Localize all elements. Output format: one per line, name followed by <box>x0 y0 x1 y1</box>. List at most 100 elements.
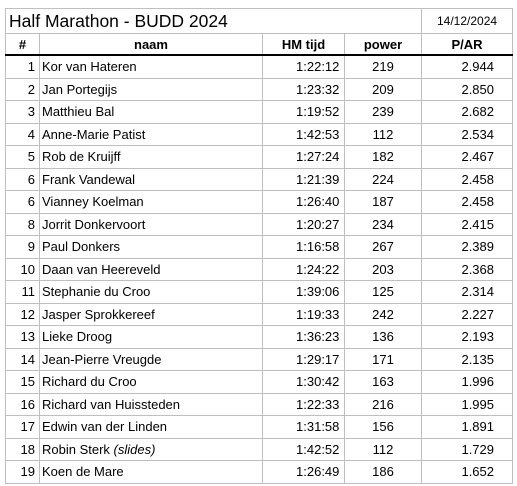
par-cell: 1.996 <box>421 370 514 394</box>
power-cell: 125 <box>344 280 423 304</box>
time-cell: 1:20:27 <box>262 212 346 236</box>
name-cell: Richard van Huissteden <box>38 392 264 416</box>
power-cell: 216 <box>344 392 423 416</box>
name-cell: Lieke Droog <box>38 325 264 349</box>
runner-name: Richard du Croo <box>42 374 137 390</box>
runner-name: Koen de Mare <box>42 464 124 480</box>
table-row: 6 Frank Vandewal 1:21:39 224 2.458 <box>5 167 514 191</box>
rank-cell: 1 <box>5 54 40 79</box>
runner-name: Jorrit Donkervoort <box>42 216 146 232</box>
empty-cell <box>262 8 345 34</box>
runner-name: Frank Vandewal <box>42 171 135 187</box>
par-cell: 2.944 <box>421 54 514 79</box>
par-cell: 2.458 <box>421 167 514 191</box>
table-row: 1 Kor van Hateren 1:22:12 219 2.944 <box>5 54 514 79</box>
power-cell: 267 <box>344 235 423 259</box>
par-cell: 2.534 <box>421 122 514 146</box>
runner-name: Jean-Pierre Vreugde <box>42 351 162 367</box>
runner-name: Vianney Koelman <box>42 194 144 210</box>
time-cell: 1:22:33 <box>262 392 346 416</box>
power-cell: 171 <box>344 347 423 371</box>
time-cell: 1:29:17 <box>262 347 346 371</box>
runner-name: Kor van Hateren <box>42 59 137 75</box>
par-cell: 2.227 <box>421 302 514 326</box>
power-cell: 234 <box>344 212 423 236</box>
time-cell: 1:27:24 <box>262 145 346 169</box>
power-cell: 203 <box>344 257 423 281</box>
name-cell: Daan van Heereveld <box>38 257 264 281</box>
rank-cell: 11 <box>5 280 40 304</box>
name-cell: Jean-Pierre Vreugde <box>38 347 264 371</box>
runner-name: Anne-Marie Patist <box>42 126 146 142</box>
par-cell: 2.682 <box>421 100 514 124</box>
power-cell: 156 <box>344 415 423 439</box>
rank-cell: 13 <box>5 325 40 349</box>
table-row: 5 Rob de Kruijff 1:27:24 182 2.467 <box>5 145 514 169</box>
time-cell: 1:26:40 <box>262 190 346 214</box>
runner-name: Edwin van der Linden <box>42 419 168 435</box>
par-cell: 1.652 <box>421 460 514 484</box>
sheet-title: Half Marathon - BUDD 2024 <box>4 8 263 34</box>
par-cell: 2.314 <box>421 280 514 304</box>
time-cell: 1:22:12 <box>262 54 346 79</box>
power-cell: 163 <box>344 370 423 394</box>
rank-cell: 4 <box>5 122 40 146</box>
par-cell: 1.891 <box>421 415 514 439</box>
power-cell: 112 <box>344 122 423 146</box>
runner-note: (slides) <box>113 441 156 457</box>
power-cell: 242 <box>344 302 423 326</box>
time-cell: 1:21:39 <box>262 167 346 191</box>
time-cell: 1:23:32 <box>262 77 346 101</box>
name-cell: Paul Donkers <box>38 235 264 259</box>
rank-cell: 19 <box>5 460 40 484</box>
table-row: 15 Richard du Croo 1:30:42 163 1.996 <box>5 370 514 394</box>
power-cell: 182 <box>344 145 423 169</box>
header-row: # naam HM tijd power P/AR <box>5 33 514 56</box>
header-par: P/AR <box>421 33 514 56</box>
rank-cell: 14 <box>5 347 40 371</box>
table-row: 14 Jean-Pierre Vreugde 1:29:17 171 2.135 <box>5 347 514 371</box>
name-cell: Robin Sterk (slides) <box>38 437 264 461</box>
runner-name: Jasper Sprokkereef <box>42 306 155 322</box>
table-row: 13 Lieke Droog 1:36:23 136 2.193 <box>5 325 514 349</box>
runner-name: Jan Portegijs <box>42 81 118 97</box>
time-cell: 1:30:42 <box>262 370 346 394</box>
rank-cell: 3 <box>5 100 40 124</box>
name-cell: Edwin van der Linden <box>38 415 264 439</box>
rank-cell: 6 <box>5 190 40 214</box>
table-row: 9 Paul Donkers 1:16:58 267 2.389 <box>5 235 514 259</box>
name-cell: Jan Portegijs <box>38 77 264 101</box>
name-cell: Matthieu Bal <box>38 100 264 124</box>
header-name: naam <box>38 33 264 56</box>
time-cell: 1:31:58 <box>262 415 346 439</box>
rank-cell: 12 <box>5 302 40 326</box>
time-cell: 1:42:53 <box>262 122 346 146</box>
par-cell: 2.467 <box>421 145 514 169</box>
results-sheet: Half Marathon - BUDD 2024 14/12/2024 # n… <box>4 8 514 484</box>
name-cell: Jorrit Donkervoort <box>38 212 264 236</box>
table-row: 19 Koen de Mare 1:26:49 186 1.652 <box>5 460 514 484</box>
name-cell: Stephanie du Croo <box>38 280 264 304</box>
runner-name: Lieke Droog <box>42 329 113 345</box>
table-row: 10 Daan van Heereveld 1:24:22 203 2.368 <box>5 257 514 281</box>
header-time: HM tijd <box>262 33 346 56</box>
rank-cell: 15 <box>5 370 40 394</box>
empty-cell <box>344 8 422 34</box>
results-body: 1 Kor van Hateren 1:22:12 219 2.944 2 Jan Port… <box>5 54 514 484</box>
table-row: 2 Jan Portegijs 1:23:32 209 2.850 <box>5 77 514 101</box>
rank-cell: 6 <box>5 167 40 191</box>
event-date: 14/12/2024 <box>421 8 514 34</box>
time-cell: 1:26:49 <box>262 460 346 484</box>
header-power: power <box>344 33 423 56</box>
name-cell: Jasper Sprokkereef <box>38 302 264 326</box>
rank-cell: 9 <box>5 235 40 259</box>
table-row: 17 Edwin van der Linden 1:31:58 156 1.891 <box>5 415 514 439</box>
name-cell: Frank Vandewal <box>38 167 264 191</box>
time-cell: 1:19:33 <box>262 302 346 326</box>
rank-cell: 2 <box>5 77 40 101</box>
power-cell: 136 <box>344 325 423 349</box>
power-cell: 186 <box>344 460 423 484</box>
table-row: 18 Robin Sterk (slides) 1:42:52 112 1.729 <box>5 437 514 461</box>
runner-name: Stephanie du Croo <box>42 284 151 300</box>
rank-cell: 10 <box>5 257 40 281</box>
